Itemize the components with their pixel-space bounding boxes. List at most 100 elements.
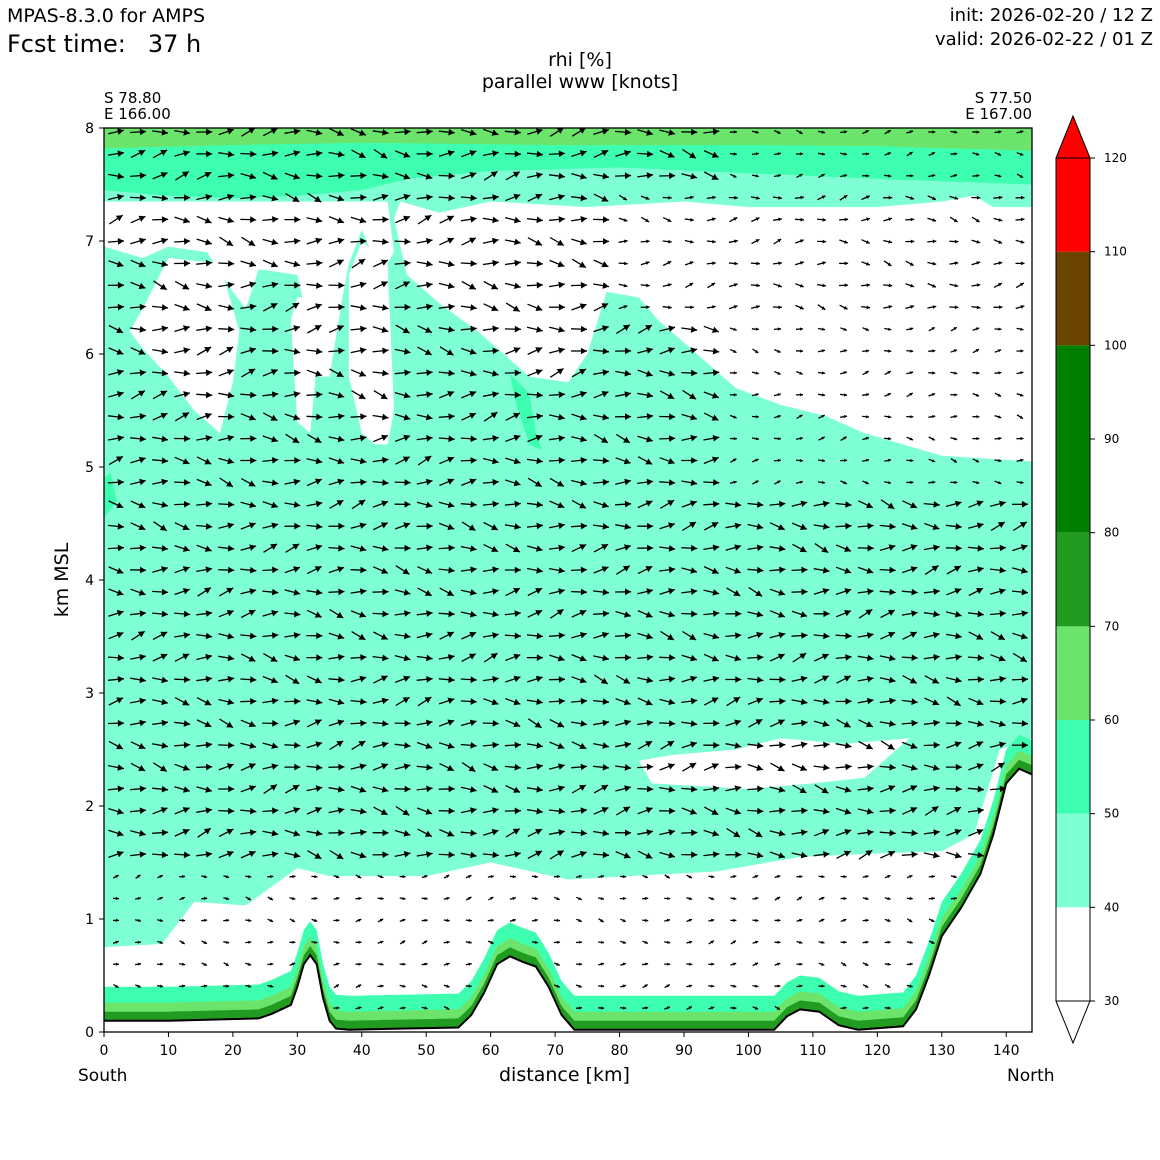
wind-vector-head	[843, 415, 848, 419]
wind-vector-head	[558, 522, 565, 530]
wind-vector-head	[358, 151, 366, 158]
wind-vector	[642, 918, 649, 922]
wind-vector	[130, 215, 146, 224]
wind-vector-head	[866, 675, 874, 683]
wind-vector	[553, 896, 560, 901]
wind-vector	[835, 501, 852, 508]
wind-vector	[262, 302, 278, 312]
wind-vector	[751, 371, 759, 375]
wind-vector-head	[843, 195, 848, 199]
wind-vector-head	[470, 829, 477, 837]
wind-vector-head	[337, 435, 345, 443]
wind-vector	[350, 807, 367, 815]
wind-vector-head	[115, 896, 119, 901]
wind-vector	[307, 324, 322, 334]
wind-vector	[729, 371, 737, 375]
wind-vector	[394, 413, 411, 421]
wind-vector-head	[381, 172, 389, 180]
wind-vector-head	[336, 940, 340, 944]
wind-vector	[267, 962, 274, 966]
wind-vector	[240, 653, 256, 662]
wind-vector	[218, 828, 234, 838]
wind-vector-head	[821, 436, 825, 440]
wind-vector-head	[953, 349, 958, 353]
wind-vector-head	[117, 435, 124, 442]
wind-vector-head	[534, 480, 542, 487]
wind-vector-head	[558, 676, 565, 683]
wind-vector	[218, 850, 234, 859]
wind-vector-head	[512, 171, 520, 178]
wind-vector-head	[888, 195, 893, 200]
wind-vector-head	[445, 1006, 450, 1010]
wind-vector	[730, 1006, 737, 1010]
wind-vector	[174, 653, 190, 662]
wind-vector	[527, 675, 543, 683]
wind-vector	[482, 720, 499, 727]
wind-vector-head	[315, 282, 323, 289]
wind-vector-head	[690, 479, 698, 486]
wind-vector-head	[469, 237, 476, 244]
wind-vector-head	[446, 349, 454, 356]
wind-vector-head	[735, 632, 742, 639]
wind-vector-head	[843, 940, 847, 944]
wind-vector	[394, 303, 411, 311]
wind-vector-head	[514, 369, 521, 377]
wind-vector	[662, 283, 672, 288]
wind-vector	[620, 918, 627, 923]
wind-vector	[218, 632, 235, 640]
wind-vector	[460, 347, 477, 355]
wind-vector	[637, 478, 654, 486]
wind-vector-head	[976, 174, 980, 178]
wind-vector-head	[625, 654, 632, 661]
wind-vector-head	[204, 480, 212, 487]
wind-vector	[350, 522, 367, 529]
wind-vector-head	[909, 152, 913, 155]
right-endpoint-coords: S 77.50 E 167.00	[965, 90, 1032, 122]
wind-vector	[570, 566, 588, 574]
wind-vector-head	[690, 434, 698, 442]
wind-vector-head	[424, 896, 428, 901]
wind-vector	[527, 347, 543, 355]
wind-vector	[218, 304, 235, 311]
wind-vector-head	[293, 391, 301, 398]
wind-vector	[747, 763, 764, 771]
wind-vector-head	[514, 763, 521, 771]
wind-vector-head	[734, 544, 741, 551]
wind-vector	[773, 327, 782, 331]
wind-vector	[526, 281, 543, 289]
wind-vector-head	[426, 785, 433, 793]
wind-vector-head	[359, 370, 366, 377]
wind-vector	[333, 940, 340, 944]
wind-vector-head	[668, 370, 675, 377]
wind-vector	[219, 477, 234, 488]
wind-vector	[504, 632, 521, 640]
wind-vector	[681, 544, 698, 552]
wind-vector-head	[887, 896, 891, 901]
wind-vector	[438, 369, 455, 377]
wind-vector	[571, 347, 587, 355]
wind-vector-head	[821, 130, 825, 134]
wind-vector-head	[402, 962, 406, 966]
wind-vector	[835, 829, 852, 837]
wind-vector-head	[534, 721, 542, 728]
wind-vector-head	[622, 918, 626, 922]
wind-vector-head	[293, 830, 300, 837]
wind-vector	[773, 437, 782, 441]
wind-vector	[372, 479, 389, 486]
wind-vector	[901, 741, 918, 749]
wind-vector	[394, 785, 411, 793]
wind-vector	[306, 303, 323, 311]
wind-vector-head	[624, 611, 631, 618]
wind-vector	[598, 918, 604, 923]
wind-vector	[196, 807, 213, 814]
wind-vector-head	[689, 283, 694, 287]
wind-vector	[618, 239, 628, 244]
wind-vector	[174, 522, 190, 531]
wind-vector-head	[249, 544, 256, 551]
wind-vector	[460, 829, 477, 837]
wind-vector	[620, 940, 627, 944]
wind-vector	[505, 828, 521, 838]
wind-vector-head	[491, 370, 499, 377]
wind-vector	[593, 325, 609, 333]
wind-vector-head	[468, 283, 476, 290]
